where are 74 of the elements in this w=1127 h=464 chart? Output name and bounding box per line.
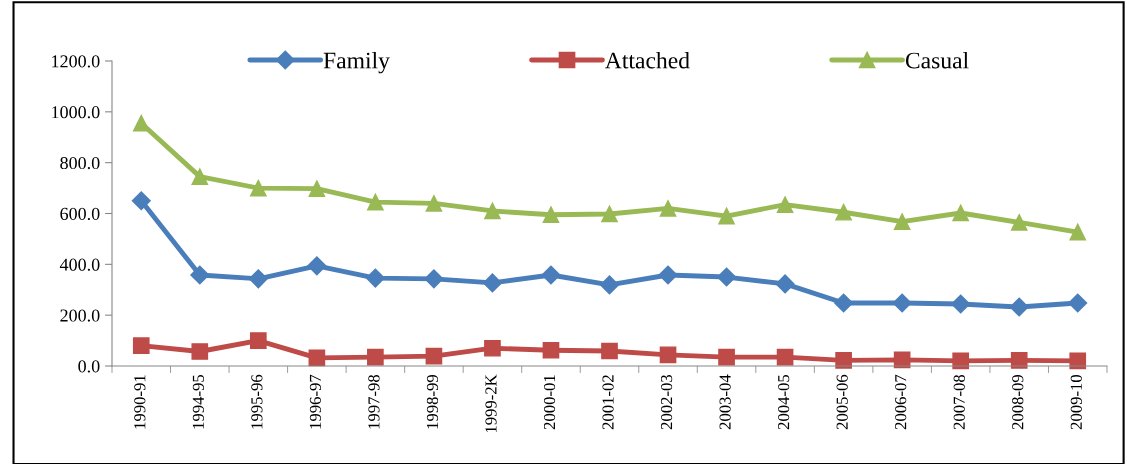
point (484, 339, 501, 357)
y-tick-label: 200.0 (60, 309, 100, 322)
y-tick-label: 600.0 (60, 207, 100, 221)
point (659, 346, 677, 364)
point (599, 275, 620, 295)
x-tick-label: 1990-91 (134, 375, 146, 429)
x-tick-label: 2003-04 (719, 374, 731, 430)
point (1069, 223, 1087, 241)
point (1009, 297, 1029, 317)
x-tick-label: 2006-07 (895, 374, 907, 430)
point (425, 347, 443, 365)
point (249, 179, 267, 197)
point (892, 293, 912, 313)
point (1010, 352, 1028, 369)
point (191, 168, 209, 185)
point (541, 265, 561, 285)
x-tick-label: 1999-2K (485, 374, 497, 433)
legend-label: Casual (905, 51, 969, 69)
point (1068, 293, 1088, 313)
x-tick-label: 2000-01 (543, 375, 556, 430)
x-tick-label: 2001-02 (602, 375, 614, 430)
point (131, 191, 151, 211)
point (776, 348, 794, 366)
x-tick-label: 1994-95 (192, 374, 204, 429)
point (601, 205, 618, 223)
point (601, 342, 618, 360)
point (951, 294, 971, 314)
point (191, 343, 209, 360)
x-tick-label: 2009-10 (1070, 374, 1082, 430)
y-tick-label: 800.0 (60, 156, 100, 170)
point (190, 265, 210, 285)
y-tick-label: 400.0 (59, 258, 100, 271)
x-tick-label: 1998-99 (426, 375, 439, 429)
y-tick-label: 1200.0 (52, 55, 100, 68)
point (776, 196, 794, 213)
point (424, 269, 444, 289)
point (658, 265, 678, 285)
point (367, 193, 384, 211)
point (307, 256, 327, 276)
point (132, 114, 150, 132)
point (717, 267, 737, 287)
x-tick-label: 1996-97 (309, 374, 322, 429)
point (308, 180, 326, 197)
point (835, 352, 852, 369)
point (952, 204, 970, 222)
x-tick-label: 1995-96 (251, 374, 263, 429)
legend-label: Family (323, 51, 390, 74)
point (718, 348, 735, 366)
point (425, 194, 443, 212)
point (542, 341, 560, 359)
y-tick-label: 0.0 (78, 360, 100, 373)
point (249, 332, 267, 349)
point (775, 274, 795, 294)
point (248, 269, 268, 289)
x-tick-label: 2005-06 (836, 374, 848, 430)
point (482, 273, 502, 293)
point (718, 207, 735, 225)
point (893, 213, 911, 230)
point (365, 268, 385, 288)
x-tick-label: 1997-98 (368, 374, 380, 429)
point (835, 203, 852, 221)
point (834, 293, 854, 313)
x-tick-label: 2004-05 (778, 374, 790, 430)
x-tick-label: 2002-03 (660, 374, 673, 430)
point (659, 200, 677, 217)
point (367, 348, 384, 366)
point (542, 206, 560, 224)
x-tick-label: 2008-09 (1012, 375, 1024, 430)
x-tick-label: 2007-08 (953, 374, 965, 430)
point (1010, 214, 1028, 231)
point (132, 337, 150, 355)
legend-label: Attached (605, 51, 690, 69)
y-tick-label: 1000.0 (52, 106, 100, 119)
point (484, 202, 501, 220)
